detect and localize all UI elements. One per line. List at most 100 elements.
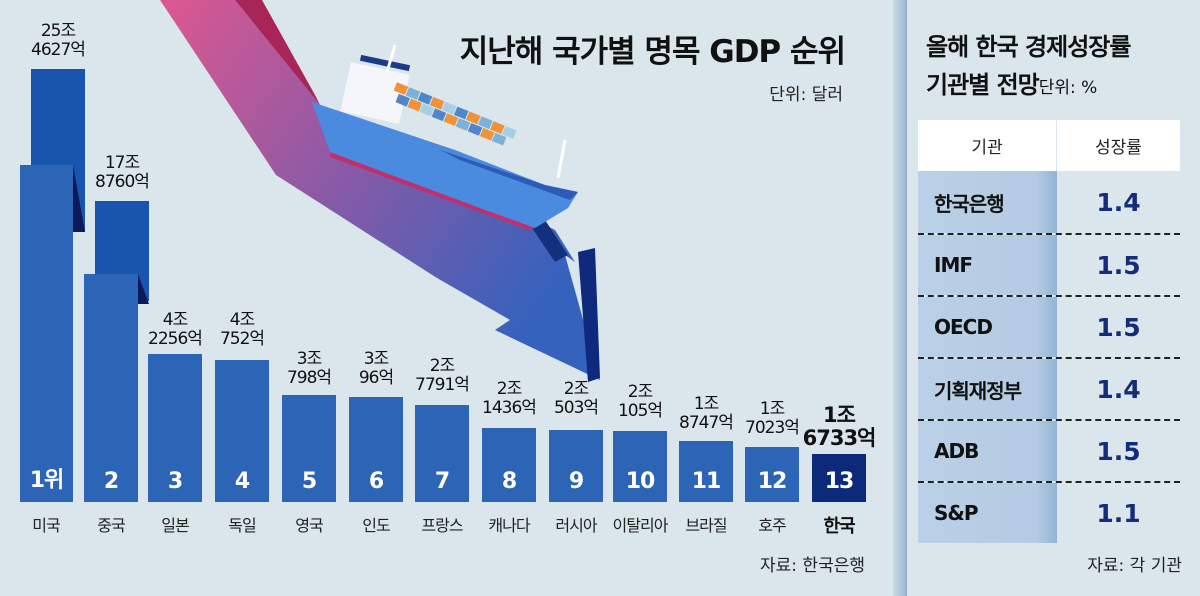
value-trillion: 25조 [40, 21, 76, 41]
gdp-ranking-chart: 지난해 국가별 명목 GDP 순위 단위: 달러 1위 25조 4627억 미국… [18, 0, 877, 576]
forecast-table: 기관 성장률 한국은행 1.4 IMF 1.5 OECD 1.5 기획재정부 1… [918, 120, 1180, 543]
country-label-canada: 캐나다 [488, 516, 530, 535]
value-label-usa: 25조 4627억 [18, 22, 98, 60]
bar-canada: 8 [482, 428, 536, 502]
bar-india: 6 [349, 397, 403, 502]
table-row: S&P 1.1 [918, 481, 1180, 543]
rank-label: 12 [757, 469, 788, 494]
rank-label: 4 [234, 469, 250, 494]
value-trillion: 2조 [563, 379, 589, 399]
bar-france: 7 [415, 405, 469, 502]
rank-label: 3 [167, 469, 183, 494]
value-trillion: 1조 [693, 394, 719, 414]
rate-cell: 1.4 [1096, 187, 1141, 217]
chart-source: 자료: 한국은행 [760, 556, 865, 576]
country-label-china: 중국 [97, 516, 125, 535]
rank-label: 7 [434, 469, 450, 494]
growth-forecast-panel: 올해 한국 경제성장률 기관별 전망단위: % 기관 성장률 한국은행 1.4 … [907, 0, 1200, 596]
value-trillion: 4조 [162, 310, 188, 330]
rate-cell: 1.1 [1096, 498, 1141, 528]
rank-label: 2 [103, 469, 119, 494]
value-trillion: 1조 [759, 399, 785, 419]
org-cell: 기획재정부 [918, 359, 1057, 419]
bar-brazil: 11 [679, 441, 733, 502]
rate-cell: 1.5 [1096, 250, 1141, 280]
bar-uk: 5 [282, 395, 336, 502]
bar-russia: 9 [549, 430, 603, 502]
rate-cell: 1.5 [1096, 312, 1141, 342]
table-header-row: 기관 성장률 [918, 120, 1180, 171]
bar-usa-fold-shadow [73, 165, 85, 232]
value-label-japan: 4조 2256억 [135, 311, 215, 349]
value-billion: 2256억 [148, 329, 203, 349]
forecast-title: 올해 한국 경제성장률 기관별 전망단위: % [926, 28, 1200, 107]
value-label-india: 3조 96억 [336, 350, 416, 388]
org-cell: OECD [918, 297, 1057, 357]
bar-china-fold-shadow [138, 274, 149, 304]
rank-label: 8 [501, 469, 517, 494]
value-trillion: 2조 [627, 382, 653, 402]
table-row: OECD 1.5 [918, 295, 1180, 357]
country-label-france: 프랑스 [421, 516, 463, 535]
forecast-title-line2: 기관별 전망단위: % [926, 66, 1200, 107]
country-label-india: 인도 [362, 516, 390, 535]
forecast-source: 자료: 각 기관 [1087, 556, 1182, 576]
value-billion: 8747억 [679, 413, 734, 433]
org-cell: 한국은행 [918, 171, 1057, 233]
chart-unit: 단위: 달러 [769, 85, 843, 105]
value-billion: 752억 [219, 329, 265, 349]
value-billion: 503억 [553, 398, 599, 418]
bar-china: 2 [84, 274, 138, 502]
header-rate: 성장률 [1057, 120, 1180, 171]
rank-label: 5 [301, 469, 317, 494]
value-billion: 1436억 [482, 398, 537, 418]
country-label-australia: 호주 [758, 516, 786, 535]
falling-arrow-ship-illustration [160, 0, 600, 382]
country-label-russia: 러시아 [555, 516, 597, 535]
bar-germany: 4 [215, 360, 269, 502]
bar-australia: 12 [745, 447, 799, 502]
value-label-china: 17조 8760억 [82, 154, 162, 192]
country-label-usa: 미국 [32, 516, 60, 535]
panel-divider [893, 0, 907, 596]
rank-label: 10 [625, 469, 656, 494]
rank-label: 9 [568, 469, 584, 494]
table-row: 기획재정부 1.4 [918, 357, 1180, 419]
value-trillion: 2조 [429, 356, 455, 376]
rate-cell: 1.5 [1096, 436, 1141, 466]
value-billion: 7791억 [415, 375, 470, 395]
rank-label: 6 [368, 469, 384, 494]
value-billion: 7023억 [745, 418, 800, 438]
value-trillion: 17조 [104, 153, 140, 173]
value-label-australia: 1조 7023억 [732, 400, 812, 438]
org-cell: S&P [918, 483, 1057, 543]
forecast-title-line1: 올해 한국 경제성장률 [926, 33, 1131, 61]
value-trillion: 2조 [496, 379, 522, 399]
value-billion: 4627억 [31, 40, 86, 60]
country-label-korea: 한국 [823, 516, 855, 537]
bar-usa: 1위 [20, 165, 73, 502]
org-cell: IMF [918, 235, 1057, 295]
country-label-germany: 독일 [228, 516, 256, 535]
value-trillion: 3조 [296, 349, 322, 369]
country-label-uk: 영국 [295, 516, 323, 535]
value-trillion: 3조 [363, 349, 389, 369]
table-row: ADB 1.5 [918, 419, 1180, 481]
forecast-title-line2-text: 기관별 전망 [926, 71, 1040, 99]
value-label-germany: 4조 752억 [202, 311, 282, 349]
rank-label: 11 [691, 469, 722, 494]
value-billion: 6733억 [802, 426, 877, 450]
table-row: IMF 1.5 [918, 233, 1180, 295]
forecast-unit: 단위: % [1038, 78, 1098, 98]
value-label-canada: 2조 1436억 [469, 380, 549, 418]
country-label-japan: 일본 [161, 516, 189, 535]
rank-label: 13 [824, 469, 855, 494]
header-org: 기관 [918, 120, 1057, 171]
value-label-brazil: 1조 8747억 [666, 395, 746, 433]
value-billion: 105억 [617, 401, 663, 421]
country-label-italy: 이탈리아 [612, 516, 669, 535]
chart-title: 지난해 국가별 명목 GDP 순위 [459, 34, 846, 70]
value-label-russia: 2조 503억 [536, 380, 616, 418]
value-billion: 8760억 [95, 172, 150, 192]
bar-italy: 10 [613, 431, 667, 502]
